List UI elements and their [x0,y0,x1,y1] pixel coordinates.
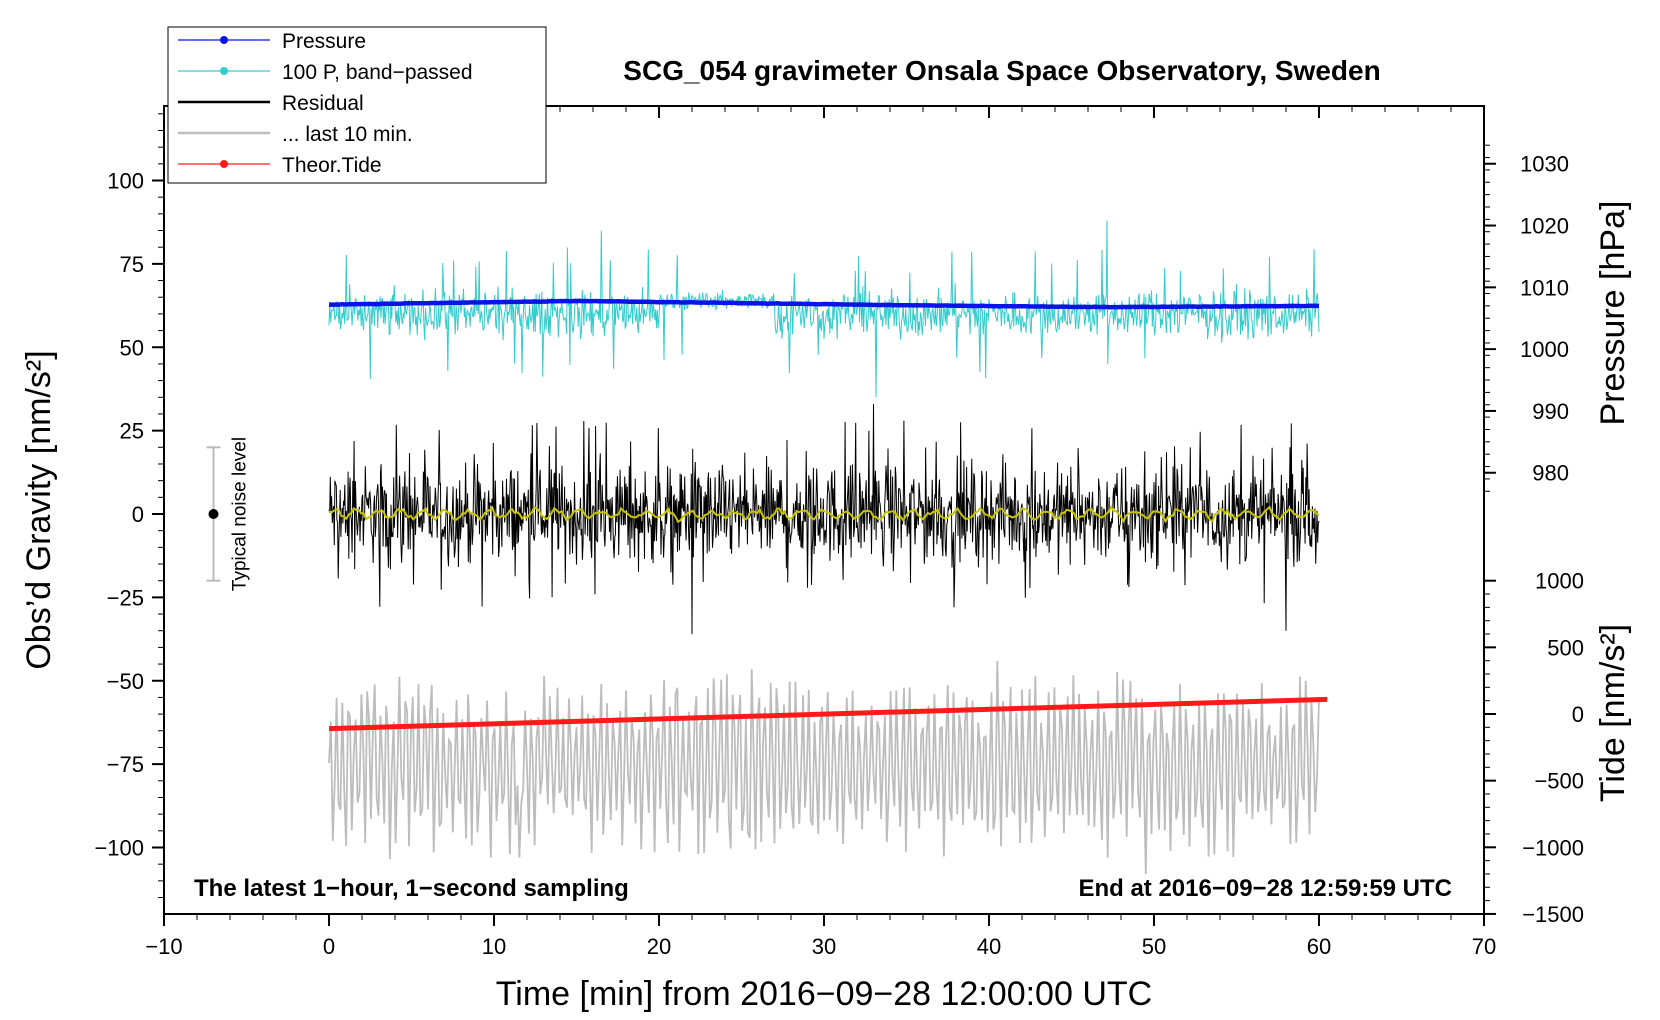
legend-item-bandpassed: 100 P, band−passed [178,61,473,84]
tide-tick-label: 1000 [1535,569,1584,594]
noise-level-indicator: Typical noise level [206,437,251,591]
y-tick-label: −50 [107,669,144,694]
note-end-time: End at 2016−09−28 12:59:59 UTC [1078,875,1452,902]
x-tick-label: 0 [323,934,335,959]
y-tick-label: 75 [120,252,144,277]
pressure-tick-label: 990 [1532,399,1569,424]
y-tick-label: −25 [107,585,144,610]
series-last-10-min-line [328,660,1320,875]
x-axis-title: Time [min] from 2016−09−28 12:00:00 UTC [496,975,1152,1013]
legend-label-theor-tide: Theor.Tide [282,154,382,177]
legend-item-theor-tide: Theor.Tide [178,154,382,177]
x-tick-label: 40 [977,934,1001,959]
y-axis-pressure-ticks: 1030 1020 1010 1000 990 980 [1484,144,1569,492]
tide-tick-label: −500 [1534,769,1584,794]
x-tick-label: 50 [1142,934,1166,959]
legend-item-pressure: Pressure [178,30,366,53]
y-tick-label: 25 [120,419,144,444]
series-residual-smoothed-line [328,504,1320,524]
legend: Pressure 100 P, band−passed Residual ...… [167,26,547,184]
legend-item-last-10-min: ... last 10 min. [178,123,413,146]
y-tick-label: 50 [120,335,144,360]
note-sampling: The latest 1−hour, 1−second sampling [194,875,629,902]
pressure-tick-label: 1020 [1520,214,1569,239]
pressure-tick-label: 1030 [1520,152,1569,177]
noise-level-label: Typical noise level [230,437,251,591]
legend-label-last-10-min: ... last 10 min. [282,123,413,146]
y-tick-label: −100 [94,836,144,861]
y-tick-label: 0 [132,502,144,527]
y-axis-left-ticks: 100 75 50 25 0 −25 −50 −75 −100 [94,113,164,899]
x-tick-label: 70 [1472,934,1496,959]
chart-title: SCG_054 gravimeter Onsala Space Observat… [623,55,1380,86]
tide-tick-label: −1500 [1522,902,1584,927]
legend-label-bandpassed: 100 P, band−passed [282,61,473,84]
x-tick-label: 30 [812,934,836,959]
x-tick-label: 20 [647,934,671,959]
legend-item-residual: Residual [178,92,364,115]
y-axis-tide-title: Tide [nm/s²] [1594,624,1632,802]
legend-box [167,26,547,184]
pressure-tick-label: 980 [1532,461,1569,486]
series-layer [328,220,1328,875]
tide-tick-label: 0 [1572,702,1584,727]
pressure-tick-label: 1010 [1520,275,1569,300]
legend-label-residual: Residual [282,92,364,115]
noise-bar-center-dot [208,509,219,519]
legend-label-pressure: Pressure [282,30,366,53]
x-tick-label: −10 [145,934,182,959]
series-bandpassed-pressure-line [328,220,1320,398]
series-residual-line [328,403,1320,635]
pressure-tick-label: 1000 [1520,337,1569,362]
series-pressure-line [328,298,1320,310]
y-axis-pressure-title: Pressure [hPa] [1594,201,1632,426]
x-tick-label: 60 [1307,934,1331,959]
y-axis-tide-ticks: 1000 500 0 −500 −1000 −1500 [1484,569,1584,927]
y-axis-left-title: Obs’d Gravity [nm/s²] [20,350,58,669]
x-tick-label: 10 [482,934,506,959]
x-axis-ticks: −10 0 10 20 30 40 50 60 70 [145,106,1496,959]
tide-tick-label: 500 [1547,635,1584,660]
y-tick-label: 100 [107,169,144,194]
tide-tick-label: −1000 [1522,835,1584,860]
y-tick-label: −75 [107,752,144,777]
series-theor-tide-line [328,696,1328,732]
